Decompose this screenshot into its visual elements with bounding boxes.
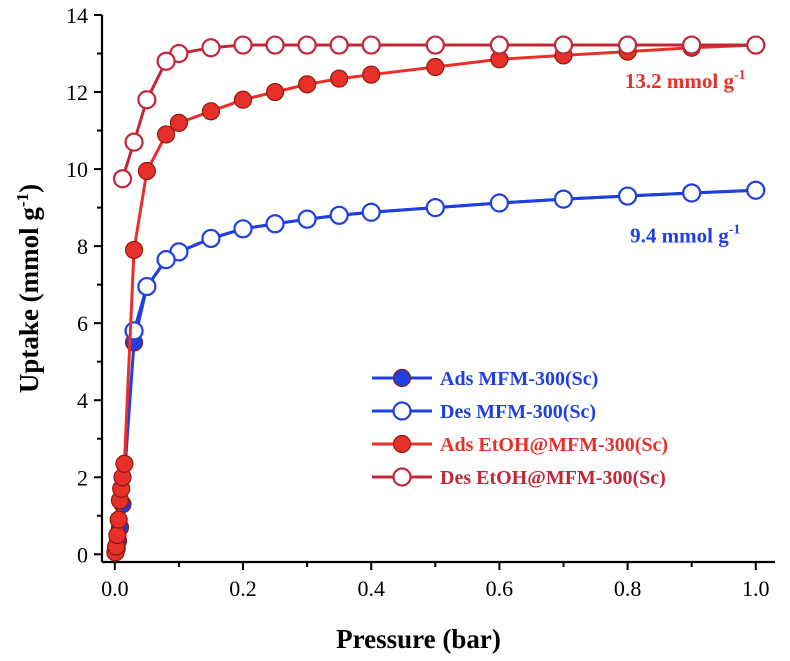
data-point xyxy=(682,183,702,203)
legend-marker xyxy=(392,401,412,421)
y-tick-label: 0 xyxy=(77,542,88,567)
data-point xyxy=(425,198,445,218)
x-tick-label: 0.4 xyxy=(357,576,385,601)
data-point xyxy=(425,35,445,55)
data-point xyxy=(137,90,157,110)
data-point xyxy=(233,90,253,109)
data-point xyxy=(329,35,349,55)
data-point xyxy=(489,193,509,213)
legend-marker xyxy=(392,434,412,454)
y-tick-label: 6 xyxy=(77,311,88,336)
data-point xyxy=(156,250,176,270)
data-point xyxy=(265,82,285,102)
annotation-label: 9.4 mmol g-1 xyxy=(630,222,740,247)
data-point xyxy=(112,169,133,189)
x-tick-label: 1.0 xyxy=(742,576,770,601)
data-point xyxy=(298,75,317,94)
x-tick-label: 0.2 xyxy=(229,576,257,601)
series-3 xyxy=(112,35,766,189)
data-point xyxy=(617,35,638,55)
annotation-label: 13.2 mmol g-1 xyxy=(625,68,746,93)
data-point xyxy=(108,525,127,545)
series-2 xyxy=(106,35,765,562)
data-point xyxy=(124,132,144,152)
x-tick-label: 0.0 xyxy=(101,576,129,601)
data-point xyxy=(109,510,128,529)
data-point xyxy=(682,35,702,55)
data-point xyxy=(330,69,349,88)
y-tick-label: 4 xyxy=(77,388,88,413)
legend-label: Des MFM-300(Sc) xyxy=(440,401,596,423)
y-tick-label: 14 xyxy=(66,3,88,28)
data-point xyxy=(746,180,766,200)
data-point xyxy=(297,209,317,229)
data-point xyxy=(137,161,156,181)
x-axis-title: Pressure (bar) xyxy=(336,624,501,654)
data-point xyxy=(169,113,189,132)
y-tick-label: 2 xyxy=(77,465,88,490)
x-tick-label: 0.8 xyxy=(614,576,642,601)
data-point xyxy=(617,186,638,206)
data-point xyxy=(124,321,144,341)
data-point xyxy=(115,454,134,473)
data-point xyxy=(265,35,285,55)
legend-label: Ads EtOH@MFM-300(Sc) xyxy=(440,434,668,456)
data-point xyxy=(426,57,445,77)
data-point xyxy=(362,65,381,84)
data-point xyxy=(553,189,574,209)
data-point xyxy=(265,214,285,234)
y-axis-title: Uptake (mmol g-1) xyxy=(13,184,44,393)
legend-label: Ads MFM-300(Sc) xyxy=(440,368,598,390)
x-tick-label: 0.6 xyxy=(486,576,514,601)
data-point xyxy=(329,205,349,225)
data-point xyxy=(233,35,253,55)
data-point xyxy=(201,38,221,58)
y-tick-label: 10 xyxy=(66,157,88,182)
series-line xyxy=(132,188,756,332)
data-point xyxy=(124,240,144,260)
y-tick-label: 12 xyxy=(66,80,88,105)
y-tick-label: 8 xyxy=(77,234,88,259)
data-point xyxy=(361,35,381,55)
data-point xyxy=(746,35,766,55)
data-point xyxy=(233,219,253,239)
data-point xyxy=(156,125,176,144)
data-point xyxy=(489,35,509,55)
legend-marker xyxy=(392,467,412,487)
legend-label: Des EtOH@MFM-300(Sc) xyxy=(440,467,666,489)
legend-marker xyxy=(392,368,412,388)
data-point xyxy=(361,202,381,222)
data-point xyxy=(297,35,317,55)
legend: Ads MFM-300(Sc) Des MFM-300(Sc) Ads EtOH@M… xyxy=(372,368,668,489)
data-point xyxy=(201,228,221,249)
data-point xyxy=(553,35,574,55)
data-point xyxy=(137,276,157,297)
data-point xyxy=(201,102,221,121)
data-point xyxy=(156,51,176,71)
series-1 xyxy=(124,180,766,341)
